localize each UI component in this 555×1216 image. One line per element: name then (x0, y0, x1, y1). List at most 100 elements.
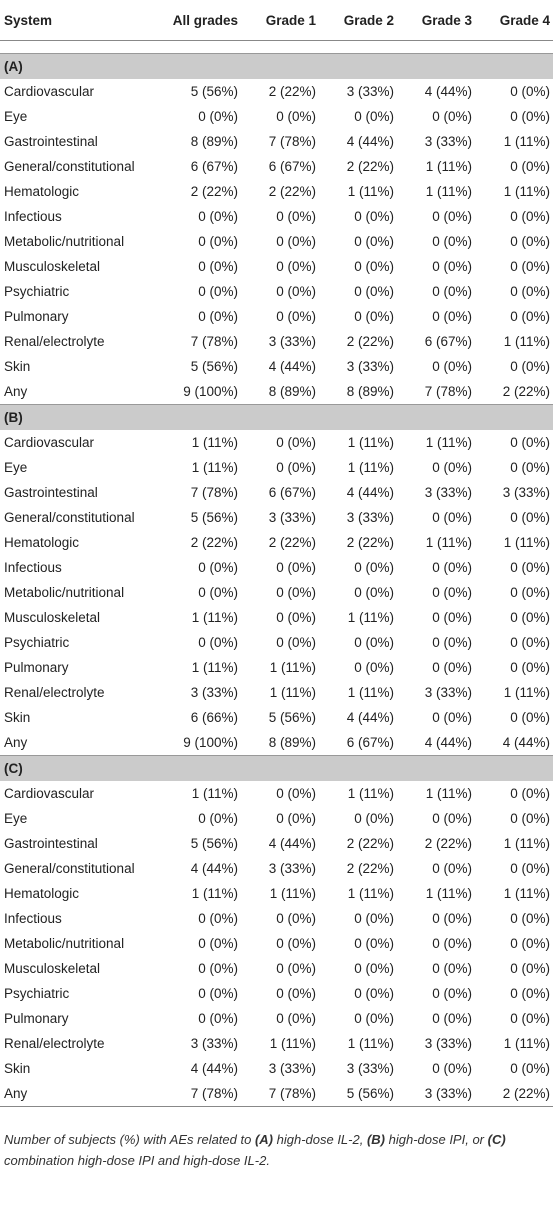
data-row: Any 7 (78%) 7 (78%) 5 (56%) 3 (33%) 2 (22%) (0, 1081, 553, 1107)
count-cell: 0 (0%) (276, 961, 316, 976)
section-row: (C) (0, 755, 553, 781)
system-cell: Cardiovascular (4, 84, 95, 99)
caption-segment: (B) (366, 1132, 385, 1147)
count-cell: 1 (11%) (425, 435, 472, 450)
count-cell: 0 (0%) (354, 560, 394, 575)
count-cell: 4 (44%) (346, 134, 394, 149)
count-cell: 5 (56%) (190, 836, 238, 851)
count-cell: 6 (66%) (190, 710, 238, 725)
count-cell: 0 (0%) (198, 209, 238, 224)
count-cell: 0 (0%) (432, 109, 472, 124)
count-cell: 0 (0%) (510, 109, 550, 124)
count-cell: 9 (100%) (183, 384, 238, 399)
count-cell: 0 (0%) (198, 109, 238, 124)
section-label: (B) (0, 404, 553, 430)
count-cell: 0 (0%) (510, 234, 550, 249)
count-cell: 0 (0%) (510, 359, 550, 374)
header-row: System All grades Grade 1 Grade 2 Grade 3 Gra… (0, 0, 553, 41)
data-row: Skin 5 (56%) 4 (44%) 3 (33%) 0 (0%) 0 (0%) (0, 354, 553, 379)
count-cell: 3 (33%) (268, 510, 316, 525)
count-cell: 1 (11%) (191, 610, 238, 625)
data-row: Gastrointestinal 5 (56%) 4 (44%) 2 (22%) 2 (… (0, 831, 553, 856)
count-cell: 0 (0%) (432, 234, 472, 249)
count-cell: 3 (33%) (190, 1036, 238, 1051)
count-cell: 0 (0%) (432, 259, 472, 274)
data-row: Metabolic/nutritional 0 (0%) 0 (0%) 0 (0%) 0… (0, 580, 553, 605)
system-cell: Metabolic/nutritional (4, 585, 125, 600)
count-cell: 0 (0%) (276, 309, 316, 324)
count-cell: 0 (0%) (198, 911, 238, 926)
count-cell: 5 (56%) (190, 84, 238, 99)
count-cell: 0 (0%) (276, 560, 316, 575)
system-cell: Infectious (4, 209, 62, 224)
count-cell: 0 (0%) (510, 635, 550, 650)
count-cell: 4 (44%) (424, 735, 472, 750)
header-cell: Grade 4 (475, 0, 553, 41)
count-cell: 0 (0%) (354, 234, 394, 249)
system-cell: Eye (4, 109, 28, 124)
count-cell: 1 (11%) (191, 886, 238, 901)
count-cell: 2 (22%) (502, 384, 550, 399)
count-cell: 1 (11%) (269, 660, 316, 675)
system-cell: Any (0, 1081, 155, 1107)
count-cell: 3 (33%) (346, 359, 394, 374)
data-row: Skin 4 (44%) 3 (33%) 3 (33%) 0 (0%) 0 (0%) (0, 1056, 553, 1081)
count-cell: 0 (0%) (354, 284, 394, 299)
count-cell: 0 (0%) (432, 660, 472, 675)
count-cell: 0 (0%) (276, 635, 316, 650)
count-cell: 0 (0%) (354, 660, 394, 675)
count-cell: 0 (0%) (510, 710, 550, 725)
table-body: (A) Cardiovascular 5 (56%) 2 (22%) 3 (33%) 4 … (0, 41, 553, 1107)
count-cell: 3 (33%) (424, 685, 472, 700)
caption: Number of subjects (%) with AEs related … (4, 1129, 551, 1171)
count-cell: 0 (0%) (510, 159, 550, 174)
count-cell: 3 (33%) (268, 1061, 316, 1076)
system-cell: Gastrointestinal (4, 134, 98, 149)
count-cell: 0 (0%) (510, 936, 550, 951)
count-cell: 1 (11%) (425, 535, 472, 550)
count-cell: 2 (22%) (268, 84, 316, 99)
header-cell: Grade 1 (241, 0, 319, 41)
count-cell: 0 (0%) (432, 560, 472, 575)
count-cell: 0 (0%) (198, 560, 238, 575)
count-cell: 0 (0%) (276, 585, 316, 600)
count-cell: 0 (0%) (510, 786, 550, 801)
caption-segment: combination high-dose IPI and high-dose … (4, 1132, 510, 1168)
system-cell: Eye (4, 811, 28, 826)
count-cell: 0 (0%) (432, 460, 472, 475)
count-cell: 1 (11%) (425, 159, 472, 174)
count-cell: 5 (56%) (319, 1081, 397, 1107)
header-cell: Grade 2 (319, 0, 397, 41)
data-row: Pulmonary 1 (11%) 1 (11%) 0 (0%) 0 (0%) 0 (0%… (0, 655, 553, 680)
count-cell: 6 (67%) (190, 159, 238, 174)
count-cell: 0 (0%) (510, 435, 550, 450)
system-cell: Gastrointestinal (4, 485, 98, 500)
count-cell: 8 (89%) (190, 134, 238, 149)
system-cell: Cardiovascular (4, 435, 95, 450)
count-cell: 2 (22%) (190, 535, 238, 550)
system-cell: Hematologic (4, 184, 80, 199)
count-cell: 0 (0%) (432, 284, 472, 299)
count-cell: 2 (22%) (268, 184, 316, 199)
count-cell: 0 (0%) (276, 911, 316, 926)
count-cell: 6 (67%) (346, 735, 394, 750)
data-row: Musculoskeletal 0 (0%) 0 (0%) 0 (0%) 0 (0%) 0… (0, 254, 553, 279)
count-cell: 1 (11%) (347, 1036, 394, 1051)
data-row: Skin 6 (66%) 5 (56%) 4 (44%) 0 (0%) 0 (0%) (0, 705, 553, 730)
count-cell: 1 (11%) (503, 134, 550, 149)
count-cell: 0 (0%) (432, 585, 472, 600)
count-cell: 1 (11%) (503, 836, 550, 851)
section-label: (C) (0, 755, 553, 781)
system-cell: Psychiatric (4, 986, 70, 1001)
count-cell: 0 (0%) (354, 585, 394, 600)
count-cell: 3 (33%) (346, 510, 394, 525)
caption-segment: high-dose IL-2, (273, 1132, 367, 1147)
count-cell: 1 (11%) (425, 184, 472, 199)
count-cell: 1 (11%) (269, 886, 316, 901)
data-row: Hematologic 1 (11%) 1 (11%) 1 (11%) 1 (11%) 1… (0, 881, 553, 906)
count-cell: 0 (0%) (432, 610, 472, 625)
data-row: General/constitutional 6 (67%) 6 (67%) 2 (2… (0, 154, 553, 179)
section-row: (A) (0, 53, 553, 79)
count-cell: 1 (11%) (425, 786, 472, 801)
